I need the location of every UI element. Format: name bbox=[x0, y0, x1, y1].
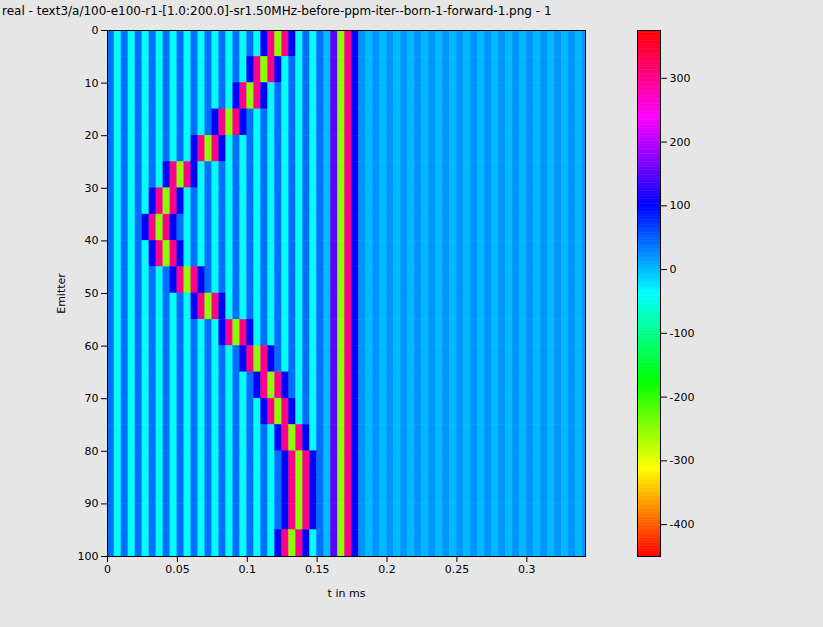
svg-text:30: 30 bbox=[85, 182, 99, 195]
svg-text:80: 80 bbox=[85, 445, 99, 458]
svg-text:200: 200 bbox=[670, 136, 691, 149]
svg-text:70: 70 bbox=[85, 392, 99, 405]
svg-text:-400: -400 bbox=[670, 518, 695, 531]
svg-text:0.1: 0.1 bbox=[239, 563, 257, 576]
svg-text:0.2: 0.2 bbox=[378, 563, 396, 576]
svg-text:0.25: 0.25 bbox=[445, 563, 470, 576]
svg-text:0: 0 bbox=[670, 263, 677, 276]
svg-text:10: 10 bbox=[85, 77, 99, 90]
html-text:real - text3/a/100-e100-r1-[1.: real - text3/a/100-e100-r1-[1.0:200.0]-s… bbox=[2, 4, 552, 18]
svg-text:-100: -100 bbox=[670, 327, 695, 340]
svg-text:50: 50 bbox=[85, 287, 99, 300]
svg-text:0.3: 0.3 bbox=[518, 563, 536, 576]
svg-text:t in ms: t in ms bbox=[328, 587, 366, 600]
svg-text:-200: -200 bbox=[670, 391, 695, 404]
svg-text:0: 0 bbox=[104, 563, 111, 576]
svg-text:60: 60 bbox=[85, 340, 99, 353]
svg-text:0: 0 bbox=[92, 24, 99, 37]
svg-text:Emitter: Emitter bbox=[55, 273, 68, 314]
svg-text:40: 40 bbox=[85, 234, 99, 247]
svg-text:90: 90 bbox=[85, 497, 99, 510]
svg-text:-300: -300 bbox=[670, 454, 695, 467]
svg-text:20: 20 bbox=[85, 129, 99, 142]
svg-text:100: 100 bbox=[670, 199, 691, 212]
svg-text:300: 300 bbox=[670, 72, 691, 85]
svg-text:0.15: 0.15 bbox=[305, 563, 330, 576]
svg-text:100: 100 bbox=[78, 550, 99, 563]
svg-text:0.05: 0.05 bbox=[165, 563, 190, 576]
